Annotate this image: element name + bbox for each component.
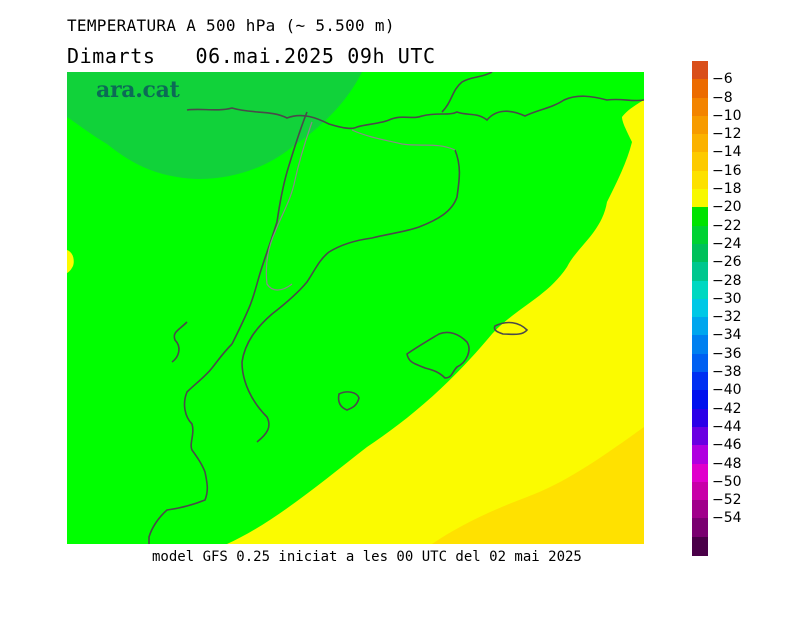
- legend-swatch: [692, 390, 708, 410]
- legend-swatch: [692, 61, 708, 80]
- legend-swatch: [692, 353, 708, 373]
- island-ibiza: [337, 391, 360, 411]
- datetime-label: 06.mai.2025 09h UTC: [195, 44, 436, 68]
- legend-swatch: [692, 408, 708, 428]
- legend-swatch: [692, 134, 708, 154]
- legend-swatch: [692, 262, 708, 282]
- legend-label: −46: [712, 437, 742, 454]
- legend-label: −34: [712, 327, 742, 344]
- legend-swatch: [692, 518, 708, 538]
- legend-swatch: [692, 79, 708, 99]
- legend-label: −16: [712, 162, 742, 179]
- legend-swatch: [692, 500, 708, 520]
- legend-label: −22: [712, 217, 742, 234]
- legend-label: −12: [712, 126, 742, 143]
- legend-swatch: [692, 445, 708, 465]
- legend-label: −26: [712, 254, 742, 271]
- legend-swatch: [692, 115, 708, 135]
- legend-label: −50: [712, 473, 742, 490]
- legend-label: −18: [712, 181, 742, 198]
- field-yellow-edge: [67, 250, 74, 273]
- temperature-map: [67, 72, 644, 544]
- legend-label: −42: [712, 400, 742, 417]
- legend-label: −6: [712, 71, 733, 88]
- legend-label: −48: [712, 455, 742, 472]
- field-yellow: [227, 100, 644, 544]
- legend-swatch: [692, 463, 708, 483]
- legend-label: −32: [712, 309, 742, 326]
- island-menorca: [493, 321, 529, 336]
- color-legend: [692, 61, 708, 556]
- legend-label: −36: [712, 345, 742, 362]
- field-gold: [432, 427, 644, 544]
- legend-swatch: [692, 97, 708, 117]
- model-info: model GFS 0.25 iniciat a les 00 UTC del …: [152, 549, 582, 565]
- legend-swatch: [692, 207, 708, 227]
- weekday-label: Dimarts: [67, 44, 156, 68]
- legend-label: −40: [712, 382, 742, 399]
- legend-swatch: [692, 536, 708, 556]
- legend-swatch: [692, 280, 708, 300]
- legend-label: −24: [712, 235, 742, 252]
- legend-swatch: [692, 481, 708, 501]
- chart-title: TEMPERATURA A 500 hPa (~ 5.500 m): [67, 16, 395, 35]
- legend-label: −54: [712, 510, 742, 527]
- legend-swatch: [692, 170, 708, 190]
- coastlines: [148, 72, 644, 544]
- field-deep-green: [67, 72, 362, 179]
- legend-swatch: [692, 225, 708, 245]
- legend-label: −8: [712, 89, 733, 106]
- legend-swatch: [692, 298, 708, 318]
- internal-borders: [265, 121, 456, 291]
- legend-label: −38: [712, 364, 742, 381]
- legend-swatch: [692, 335, 708, 355]
- legend-swatch: [692, 426, 708, 446]
- legend-label: −52: [712, 492, 742, 509]
- legend-swatch: [692, 152, 708, 172]
- legend-swatch: [692, 372, 708, 392]
- legend-label: −44: [712, 418, 742, 435]
- legend-label: −30: [712, 290, 742, 307]
- island-mallorca: [406, 331, 470, 379]
- legend-swatch: [692, 317, 708, 337]
- legend-swatch: [692, 243, 708, 263]
- islands: [337, 321, 529, 411]
- legend-label: −20: [712, 199, 742, 216]
- legend-swatch: [692, 189, 708, 209]
- legend-label: −28: [712, 272, 742, 289]
- brand-logo: ara.cat: [96, 77, 180, 103]
- legend-label: −14: [712, 144, 742, 161]
- legend-label: −10: [712, 107, 742, 124]
- valid-time: Dimarts 06.mai.2025 09h UTC: [67, 44, 436, 68]
